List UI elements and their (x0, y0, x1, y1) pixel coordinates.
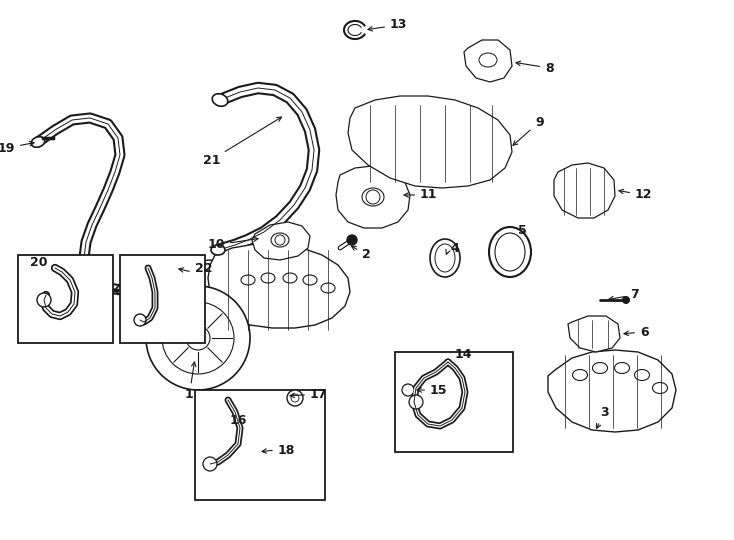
Circle shape (203, 457, 217, 471)
Text: 8: 8 (516, 61, 553, 75)
Text: 22: 22 (195, 261, 213, 274)
Circle shape (275, 235, 285, 245)
Ellipse shape (116, 286, 128, 294)
Circle shape (287, 390, 303, 406)
Ellipse shape (653, 382, 667, 394)
Text: 14: 14 (455, 348, 473, 361)
Text: 6: 6 (624, 326, 649, 339)
Circle shape (146, 286, 250, 390)
Ellipse shape (271, 233, 289, 247)
Ellipse shape (32, 137, 45, 147)
Ellipse shape (479, 53, 497, 67)
Polygon shape (464, 40, 512, 82)
Circle shape (37, 293, 51, 307)
Text: 12: 12 (619, 188, 653, 201)
Circle shape (622, 296, 630, 304)
Ellipse shape (303, 275, 317, 285)
Ellipse shape (241, 275, 255, 285)
Ellipse shape (573, 369, 587, 381)
Polygon shape (554, 163, 615, 218)
Ellipse shape (430, 239, 460, 277)
Text: 1: 1 (185, 362, 196, 402)
Text: 3: 3 (597, 406, 608, 428)
Polygon shape (252, 222, 310, 260)
Text: 15: 15 (417, 383, 448, 396)
Text: 5: 5 (518, 224, 527, 237)
Text: 4: 4 (450, 241, 459, 254)
Ellipse shape (634, 369, 650, 381)
Circle shape (402, 384, 414, 396)
Ellipse shape (435, 244, 455, 272)
Text: 17: 17 (290, 388, 327, 401)
Bar (195, 390, 325, 500)
Polygon shape (336, 166, 410, 228)
Bar (18, 255, 113, 343)
Ellipse shape (489, 227, 531, 277)
Ellipse shape (212, 94, 228, 106)
Text: 10: 10 (208, 237, 258, 252)
Polygon shape (568, 316, 620, 352)
Text: 21: 21 (203, 117, 282, 166)
Text: 2: 2 (352, 246, 371, 261)
Text: 7: 7 (630, 288, 639, 301)
Text: 13: 13 (368, 18, 407, 31)
Text: 18: 18 (278, 443, 295, 456)
Ellipse shape (211, 245, 225, 255)
Ellipse shape (362, 188, 384, 206)
Circle shape (347, 235, 357, 245)
Ellipse shape (261, 273, 275, 283)
Polygon shape (208, 244, 350, 328)
Text: 19: 19 (0, 141, 34, 154)
Text: 20: 20 (30, 256, 48, 269)
Polygon shape (348, 96, 512, 188)
Polygon shape (548, 350, 676, 432)
Ellipse shape (283, 273, 297, 283)
Ellipse shape (592, 362, 608, 374)
Bar (395, 352, 513, 452)
Bar (120, 255, 205, 343)
Ellipse shape (614, 362, 630, 374)
Circle shape (162, 302, 234, 374)
Ellipse shape (495, 233, 525, 271)
Circle shape (366, 190, 380, 204)
Circle shape (134, 314, 146, 326)
Polygon shape (145, 260, 255, 350)
Circle shape (186, 326, 210, 350)
Text: 11: 11 (404, 188, 437, 201)
Ellipse shape (321, 283, 335, 293)
Text: 9: 9 (513, 116, 544, 145)
Circle shape (409, 395, 423, 409)
Circle shape (291, 394, 299, 402)
Text: 16: 16 (230, 414, 247, 427)
